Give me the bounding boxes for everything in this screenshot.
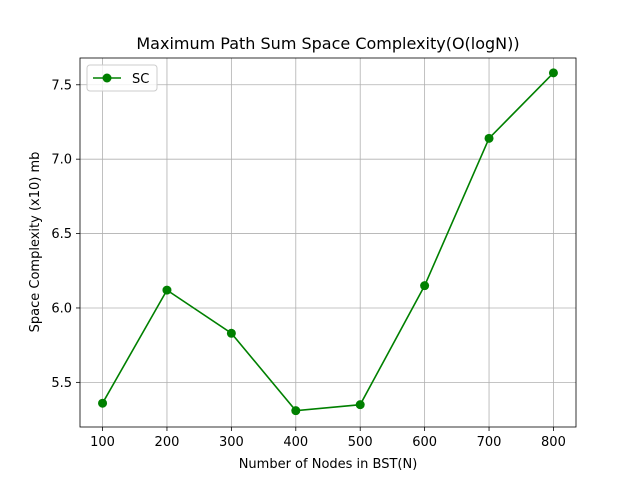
x-tick-label: 200: [155, 435, 180, 450]
data-point: [226, 328, 236, 338]
x-tick-label: 500: [348, 435, 373, 450]
data-point: [484, 133, 494, 143]
data-point: [162, 285, 172, 295]
legend-label: SC: [132, 72, 149, 87]
y-axis-title: Space Complexity (x10) mb: [28, 152, 43, 333]
data-point: [420, 281, 430, 291]
y-tick-label: 7.0: [51, 153, 72, 168]
x-tick-label: 300: [219, 435, 244, 450]
series-sc: [98, 68, 558, 416]
legend-box: [86, 64, 158, 92]
data-point: [98, 398, 108, 408]
grid-lines: [80, 58, 576, 427]
x-tick-label: 100: [90, 435, 115, 450]
y-axis-ticks: 5.5 6.0 6.5 7.0 7.5: [51, 78, 80, 391]
chart-title: Maximum Path Sum Space Complexity(O(logN…: [136, 34, 519, 53]
x-axis-ticks: 100 200 300 400 500 600 700 800: [90, 427, 566, 450]
x-tick-label: 400: [283, 435, 308, 450]
data-point: [291, 406, 301, 416]
legend: SC: [86, 64, 158, 92]
data-point: [355, 400, 365, 410]
y-tick-label: 5.5: [51, 376, 72, 391]
y-tick-label: 6.0: [51, 301, 72, 316]
data-point: [548, 68, 558, 78]
x-axis-title: Number of Nodes in BST(N): [239, 457, 418, 472]
x-tick-label: 700: [477, 435, 502, 450]
x-tick-label: 800: [541, 435, 566, 450]
plot-frame: [79, 57, 577, 428]
axes: [79, 57, 577, 428]
legend-marker: [102, 73, 112, 83]
series-line: [101, 72, 555, 412]
x-tick-label: 600: [412, 435, 437, 450]
y-tick-label: 7.5: [51, 78, 72, 93]
y-tick-label: 6.5: [51, 227, 72, 242]
